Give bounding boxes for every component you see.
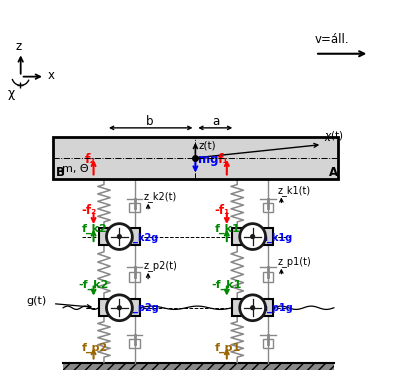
- Text: z_p2(t): z_p2(t): [144, 260, 178, 271]
- Bar: [263, 340, 274, 348]
- Text: χ: χ: [8, 87, 15, 99]
- Text: z_p1(t): z_p1(t): [277, 256, 311, 267]
- Circle shape: [118, 234, 121, 239]
- Text: v=áll.: v=áll.: [315, 33, 350, 46]
- Text: z_k1(t): z_k1(t): [277, 185, 310, 196]
- Text: m_p2g: m_p2g: [123, 303, 159, 313]
- Bar: [129, 203, 140, 212]
- Bar: [232, 300, 274, 316]
- Text: -f₂: -f₂: [81, 205, 96, 218]
- Text: f_k2: f_k2: [82, 224, 108, 234]
- Text: g(t): g(t): [27, 295, 47, 306]
- Text: x: x: [47, 69, 54, 82]
- Text: f_p1: f_p1: [215, 343, 241, 353]
- Text: z_k2(t): z_k2(t): [144, 191, 177, 202]
- Text: -f₁: -f₁: [214, 205, 229, 218]
- Bar: [53, 137, 338, 179]
- Circle shape: [106, 295, 132, 321]
- Text: f₁: f₁: [218, 153, 229, 166]
- Text: m, Θ: m, Θ: [62, 165, 89, 174]
- Text: B: B: [56, 166, 65, 179]
- Text: $\chi$(t): $\chi$(t): [324, 129, 344, 143]
- Text: A: A: [329, 166, 338, 179]
- Circle shape: [240, 295, 266, 321]
- Text: f₂: f₂: [85, 153, 95, 166]
- Text: f_k1: f_k1: [215, 224, 241, 234]
- Circle shape: [118, 306, 121, 310]
- Circle shape: [251, 234, 254, 239]
- Bar: [129, 272, 140, 282]
- Text: -f_k1: -f_k1: [212, 280, 242, 290]
- Text: z(t): z(t): [198, 141, 216, 151]
- Bar: [63, 363, 334, 370]
- Text: mg: mg: [198, 153, 219, 166]
- Text: -f_k2: -f_k2: [79, 280, 109, 290]
- Bar: [232, 228, 274, 245]
- Circle shape: [240, 224, 266, 249]
- Text: b: b: [146, 114, 153, 128]
- Text: f_p2: f_p2: [82, 343, 108, 353]
- Bar: [263, 272, 274, 282]
- Text: m_k2g: m_k2g: [123, 233, 159, 243]
- Bar: [98, 300, 140, 316]
- Bar: [129, 340, 140, 348]
- Circle shape: [251, 306, 254, 310]
- Text: m_k1g: m_k1g: [257, 233, 292, 243]
- Circle shape: [106, 224, 132, 249]
- Text: a: a: [213, 114, 220, 128]
- Text: m_p1g: m_p1g: [257, 303, 293, 313]
- Bar: [98, 228, 140, 245]
- Bar: [263, 203, 274, 212]
- Text: z: z: [15, 40, 21, 53]
